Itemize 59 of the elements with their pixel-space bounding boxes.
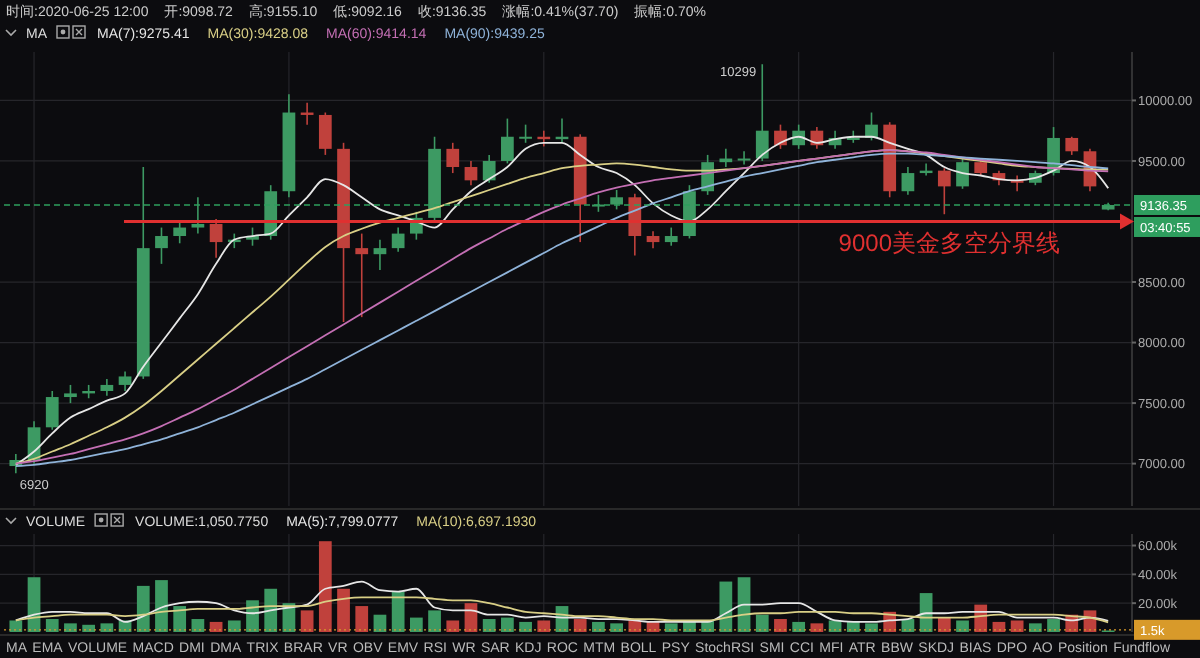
- bar: [810, 623, 824, 632]
- bar: [1010, 620, 1024, 632]
- bar: [155, 580, 168, 632]
- bar: [956, 620, 969, 632]
- candlestick: [937, 167, 951, 216]
- candlestick: [446, 142, 460, 174]
- candlestick: [155, 226, 168, 265]
- bar: [610, 623, 623, 632]
- candlestick: [318, 111, 332, 156]
- ref-line-label: 9000美金多空分界线: [838, 229, 1060, 258]
- bar: [664, 623, 678, 632]
- bar: [391, 591, 405, 632]
- bar: [792, 621, 806, 632]
- candlestick: [191, 196, 205, 235]
- candlestick: [901, 166, 915, 196]
- bar: [537, 620, 551, 632]
- candlestick: [1065, 135, 1079, 156]
- bar: [300, 610, 314, 632]
- bar: [573, 619, 587, 632]
- bar: [446, 620, 460, 632]
- bar: [519, 621, 532, 632]
- line-series: [14, 580, 1110, 623]
- candlestick: [373, 238, 387, 271]
- bar: [482, 619, 496, 632]
- candlestick: [173, 220, 187, 245]
- line-series: [14, 596, 1110, 624]
- bar: [318, 541, 332, 632]
- bar: [774, 619, 787, 632]
- bar: [428, 610, 441, 632]
- candlestick: [664, 226, 678, 247]
- bar: [937, 617, 951, 632]
- candlestick: [391, 226, 405, 253]
- bar: [191, 619, 205, 632]
- candlestick: [118, 370, 132, 392]
- candlestick: [209, 218, 223, 259]
- candlestick: [737, 150, 751, 166]
- bar: [45, 619, 59, 632]
- bar: [592, 621, 605, 632]
- bar: [501, 617, 514, 632]
- bar: [227, 620, 241, 632]
- candlestick: [755, 63, 769, 162]
- candlestick: [956, 157, 969, 190]
- bar: [337, 588, 350, 632]
- candlestick: [355, 232, 369, 318]
- candlestick: [64, 384, 77, 404]
- bar: [865, 623, 878, 632]
- candlestick: [45, 390, 59, 431]
- bar: [409, 617, 423, 632]
- candlestick: [519, 123, 532, 144]
- candlestick: [501, 117, 514, 165]
- bar: [136, 585, 150, 632]
- candlestick: [464, 160, 478, 186]
- candlestick: [482, 154, 496, 184]
- bar: [719, 581, 733, 632]
- bar: [355, 606, 369, 632]
- candlestick: [610, 189, 623, 211]
- bar: [100, 623, 114, 632]
- bar: [1047, 619, 1060, 632]
- bar: [755, 614, 769, 632]
